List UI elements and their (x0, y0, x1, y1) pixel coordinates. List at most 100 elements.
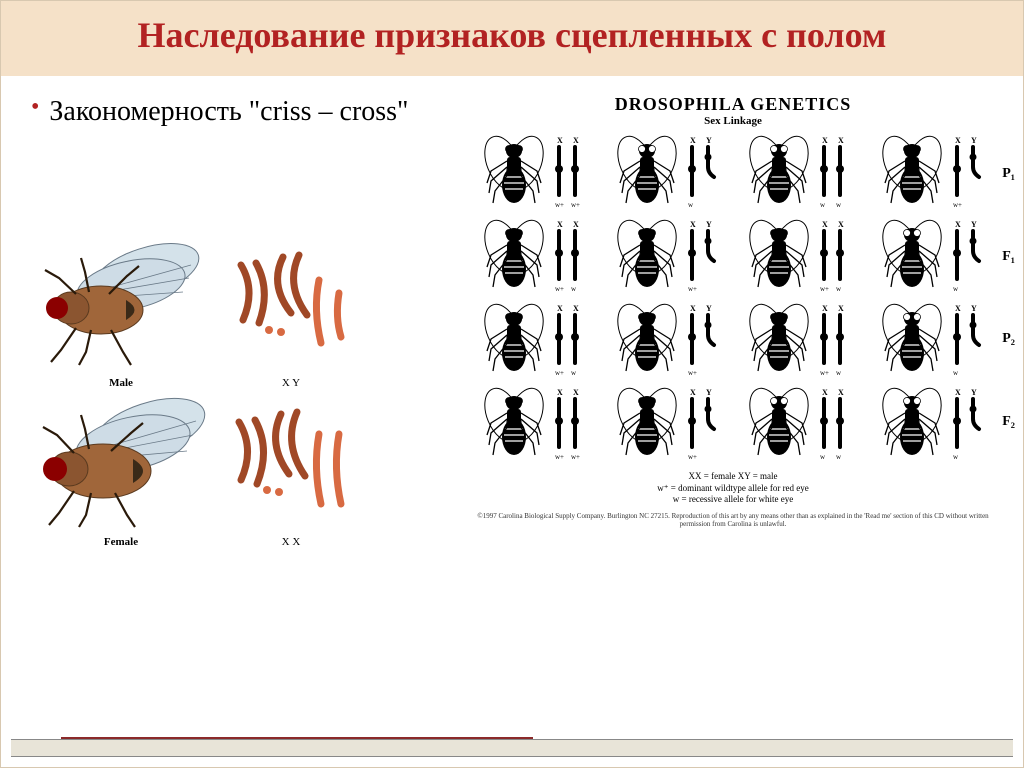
bullet-icon: • (31, 94, 39, 120)
content-area: • Закономерность "criss – cross" (1, 76, 1023, 548)
svg-text:w+: w+ (820, 285, 829, 293)
svg-text:X: X (557, 136, 563, 145)
fly-illustration-block: Male X Y (31, 230, 448, 548)
genetics-cell: X Y w (881, 217, 983, 295)
chromosome-pair-icon: X X w+ w (549, 301, 585, 379)
svg-text:X: X (573, 136, 579, 145)
female-labels-row: Female X X (31, 544, 448, 548)
genetics-cell: X Y w (881, 385, 983, 463)
generation-label: P₂ (1002, 331, 1015, 347)
chromosome-pair-icon: X X w w (814, 133, 850, 211)
svg-text:X: X (838, 136, 844, 145)
slide-title: Наследование признаков сцепленных с поло… (21, 13, 1003, 58)
svg-text:X: X (822, 304, 828, 313)
drosophila-icon (881, 133, 943, 211)
chromosome-pair-icon: X X w+ w+ (549, 385, 585, 463)
chromosome-pair-icon: X Y w+ (682, 301, 718, 379)
genetics-legend: XX = female XY = male w⁺ = dominant wild… (473, 471, 993, 506)
genetics-cell: X Y w+ (616, 217, 718, 295)
drosophila-icon (748, 301, 810, 379)
svg-text:w: w (836, 201, 842, 209)
svg-text:w: w (953, 285, 959, 293)
slide-frame: Наследование признаков сцепленных с поло… (0, 0, 1024, 768)
chromosome-pair-icon: X X w+ w (814, 217, 850, 295)
svg-text:w+: w+ (688, 453, 697, 461)
svg-text:X: X (573, 304, 579, 313)
svg-text:X: X (838, 304, 844, 313)
male-chromosomes-icon (221, 235, 361, 365)
svg-text:w+: w+ (688, 285, 697, 293)
male-chrom-label: X Y (221, 377, 361, 389)
svg-text:w+: w+ (953, 201, 962, 209)
genetics-cell: X X w w (748, 385, 850, 463)
svg-text:w: w (836, 453, 842, 461)
legend-line-1: XX = female XY = male (473, 471, 993, 483)
male-fly-icon (31, 230, 211, 370)
genetics-cell: X Y w+ (616, 385, 718, 463)
male-label: Male (31, 377, 211, 389)
genetics-grid: X X w+ w+ X Y (473, 133, 993, 463)
chromosome-pair-icon: X Y w (947, 301, 983, 379)
svg-text:w: w (571, 285, 577, 293)
svg-text:X: X (557, 220, 563, 229)
female-label: Female (31, 536, 211, 548)
svg-text:Y: Y (706, 136, 712, 145)
legend-line-3: w = recessive allele for white eye (473, 494, 993, 506)
chromosome-pair-icon: X Y w+ (682, 217, 718, 295)
genetics-copyright: ©1997 Carolina Biological Supply Company… (473, 512, 993, 529)
svg-text:w+: w+ (555, 453, 564, 461)
svg-text:Y: Y (706, 220, 712, 229)
svg-text:Y: Y (971, 388, 977, 397)
drosophila-icon (748, 133, 810, 211)
svg-text:w+: w+ (555, 285, 564, 293)
genetics-subtitle: Sex Linkage (473, 115, 993, 127)
svg-text:X: X (557, 388, 563, 397)
genetics-cell: X X w w (748, 133, 850, 211)
chromosome-pair-icon: X Y w+ (682, 385, 718, 463)
chromosome-pair-icon: X X w+ w (814, 301, 850, 379)
svg-text:X: X (690, 388, 696, 397)
chromosome-pair-icon: X Y w (947, 217, 983, 295)
drosophila-icon (616, 133, 678, 211)
svg-text:w: w (820, 201, 826, 209)
genetics-cell: X Y w (616, 133, 718, 211)
svg-text:X: X (822, 220, 828, 229)
female-chromosomes-icon (221, 394, 361, 524)
svg-text:w: w (571, 369, 577, 377)
drosophila-icon (748, 385, 810, 463)
svg-text:w+: w+ (555, 369, 564, 377)
svg-text:X: X (573, 220, 579, 229)
svg-text:w: w (836, 285, 842, 293)
genetics-cell: X X w+ w (748, 301, 850, 379)
svg-text:X: X (838, 388, 844, 397)
drosophila-icon (616, 301, 678, 379)
footer-band (11, 739, 1013, 757)
svg-text:Y: Y (971, 136, 977, 145)
drosophila-icon (483, 133, 545, 211)
svg-text:w+: w+ (555, 201, 564, 209)
svg-text:w: w (836, 369, 842, 377)
drosophila-icon (483, 217, 545, 295)
chromosome-pair-icon: X Y w+ (947, 133, 983, 211)
svg-text:X: X (822, 388, 828, 397)
male-fly-row (31, 230, 448, 370)
svg-text:w+: w+ (688, 369, 697, 377)
drosophila-icon (881, 301, 943, 379)
drosophila-icon (483, 385, 545, 463)
female-fly-row (31, 389, 448, 529)
svg-text:X: X (573, 388, 579, 397)
svg-text:X: X (690, 304, 696, 313)
svg-text:Y: Y (971, 304, 977, 313)
svg-text:X: X (690, 220, 696, 229)
svg-text:Y: Y (706, 388, 712, 397)
drosophila-icon (881, 385, 943, 463)
svg-text:X: X (955, 304, 961, 313)
generation-label: F₁ (1002, 249, 1015, 265)
bullet-item: • Закономерность "criss – cross" (31, 94, 448, 130)
title-bar: Наследование признаков сцепленных с поло… (1, 1, 1023, 76)
genetics-cell: X X w+ w+ (483, 385, 585, 463)
genetics-cell: X Y w+ (616, 301, 718, 379)
genetics-cell: X Y w+ (881, 133, 983, 211)
drosophila-icon (881, 217, 943, 295)
drosophila-icon (748, 217, 810, 295)
